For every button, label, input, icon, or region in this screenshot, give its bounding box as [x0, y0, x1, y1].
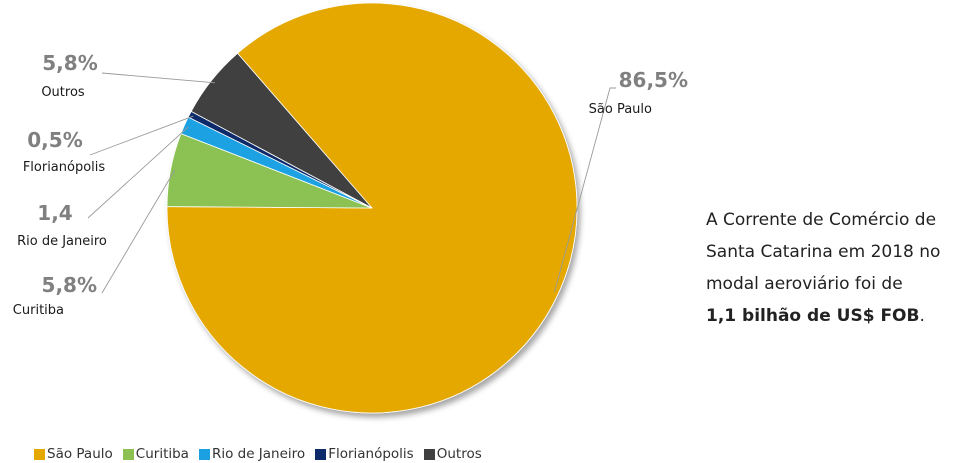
legend-label: Outros: [436, 446, 482, 462]
leader-line: [87, 126, 189, 219]
legend-swatch: [198, 448, 210, 460]
legend-item: Outros: [423, 446, 482, 462]
legend-label: Florianópolis: [328, 446, 414, 462]
summary-text: A Corrente de Comércio de Santa Catarina…: [706, 204, 967, 332]
summary-line-2: Santa Catarina em 2018 no: [706, 242, 941, 262]
legend-swatch: [315, 448, 327, 460]
legend-label: Rio de Janeiro: [211, 446, 306, 462]
summary-line-1: A Corrente de Comércio de: [706, 210, 937, 230]
pie-slices: [166, 2, 578, 414]
legend-item: Florianópolis: [315, 446, 414, 462]
leader-line: [101, 72, 215, 84]
slice-value-label: 86,5%: [619, 68, 688, 92]
slice-name-label: Outros: [41, 85, 85, 100]
slice-name-label: São Paulo: [589, 102, 652, 117]
summary-period: .: [919, 306, 925, 326]
legend-label: São Paulo: [47, 446, 113, 462]
legend-swatch: [122, 448, 134, 460]
legend-swatch: [34, 448, 45, 460]
slice-name-label: Florianópolis: [23, 160, 106, 175]
summary-line-4: 1,1 bilhão de US$ FOB.: [706, 300, 967, 332]
slice-value-label: 5,8%: [42, 273, 97, 297]
legend-item: São Paulo: [34, 446, 113, 462]
slice-labels: 86,5% São Paulo 5,8% Curitiba 1,4 Rio de Jane…: [13, 51, 688, 318]
summary-highlight: 1,1 bilhão de US$ FOB: [706, 306, 920, 326]
slice-value-label: 0,5%: [27, 128, 82, 152]
leader-line: [554, 87, 616, 293]
slice-value-label: 1,4: [37, 201, 72, 225]
leader-line: [89, 115, 194, 156]
summary-line-3: modal aeroviário foi de: [706, 274, 903, 294]
legend-item: Curitiba: [122, 446, 189, 462]
slice-name-label: Curitiba: [13, 303, 64, 318]
legend-item: Rio de Janeiro: [198, 446, 306, 462]
slice-value-label: 5,8%: [42, 51, 97, 75]
leader-lines: [87, 72, 616, 294]
chart-legend: São Paulo Curitiba Rio de Janeiro Florianóp…: [34, 445, 482, 463]
slice-name-label: Rio de Janeiro: [17, 234, 107, 249]
legend-swatch: [423, 448, 435, 460]
legend-label: Curitiba: [135, 446, 189, 462]
pie-slice-outros: [190, 52, 373, 209]
leader-line: [101, 169, 176, 294]
